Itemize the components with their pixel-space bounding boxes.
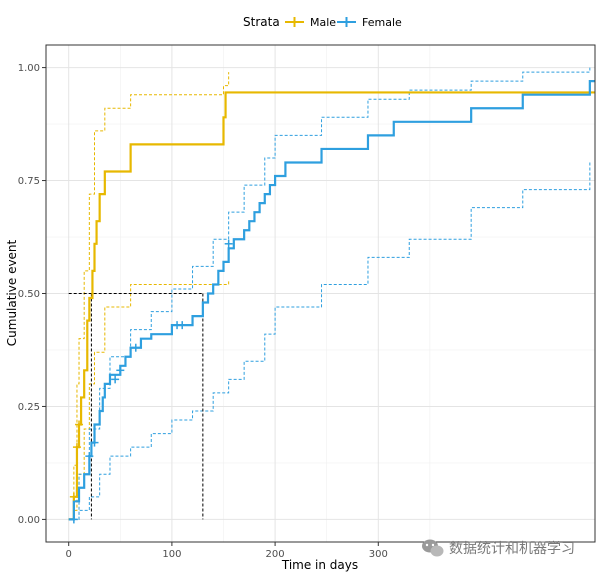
legend-label-female: Female xyxy=(362,16,402,29)
y-axis-title: Cumulative event xyxy=(5,239,19,346)
x-tick-label: 200 xyxy=(266,549,285,560)
censor-marks xyxy=(69,239,233,524)
y-tick-label: 0.25 xyxy=(18,402,40,413)
y-axis: 0.00 0.25 0.50 0.75 1.00 xyxy=(18,63,46,526)
y-tick-label: 0.00 xyxy=(18,515,40,526)
legend-title: Strata xyxy=(243,15,280,29)
wechat-icon xyxy=(422,539,444,557)
y-tick-label: 1.00 xyxy=(18,63,40,74)
watermark: 数据统计和机器学习 xyxy=(422,539,575,557)
x-tick-label: 300 xyxy=(369,549,388,560)
legend-key-female xyxy=(337,17,356,27)
legend-label-male: Male xyxy=(310,16,336,29)
ci-lower-female xyxy=(68,162,591,520)
median-lines xyxy=(68,293,204,520)
watermark-text: 数据统计和机器学习 xyxy=(449,541,575,557)
x-tick-label: 0 xyxy=(66,549,72,560)
y-tick-label: 0.50 xyxy=(18,289,40,300)
x-axis-title: Time in days xyxy=(281,558,358,572)
survival-curves xyxy=(68,80,595,521)
curve-male xyxy=(68,91,595,521)
legend: Strata Male Female xyxy=(243,15,402,29)
legend-key-male xyxy=(285,17,304,27)
ci-upper-male xyxy=(68,72,230,520)
x-axis: 0 100 200 300 xyxy=(66,542,388,560)
y-tick-label: 0.75 xyxy=(18,176,40,187)
x-tick-label: 100 xyxy=(162,549,181,560)
curve-female xyxy=(68,80,595,521)
